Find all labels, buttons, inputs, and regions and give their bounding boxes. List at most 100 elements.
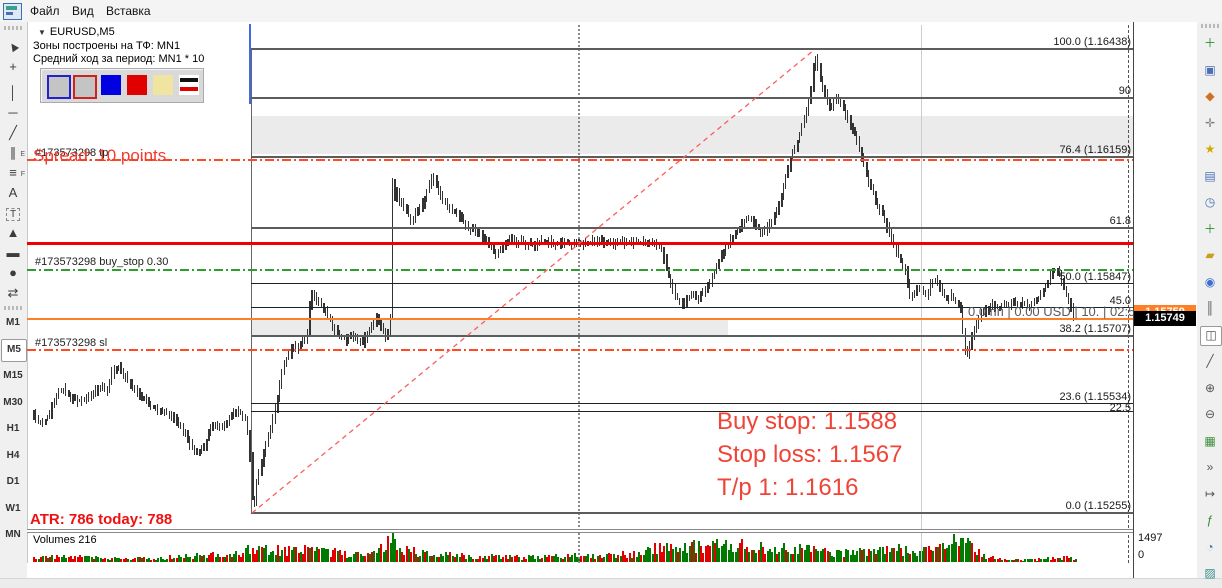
chart-symbol-title[interactable]: ▼ EURUSD,M5 xyxy=(38,26,115,38)
palette-swatch-blue[interactable] xyxy=(101,75,121,95)
volume-bar xyxy=(226,554,229,562)
trendline-tool[interactable]: ╱ xyxy=(9,125,17,140)
buy-stop-line[interactable] xyxy=(27,269,1133,271)
data-window-button[interactable]: ▤ xyxy=(1204,168,1216,183)
candlestick-mode-button[interactable]: ◫ xyxy=(1200,325,1222,346)
volume-bar xyxy=(177,554,180,562)
new-chart-button[interactable]: ＋ xyxy=(1203,36,1216,50)
line-chart-mode-button[interactable]: ╱ xyxy=(1206,354,1214,368)
palette-swatch-khaki[interactable] xyxy=(153,75,173,95)
menu-view[interactable]: Вид xyxy=(72,4,94,18)
fib-level-label: 76.4 (1.16159) xyxy=(1059,144,1131,156)
volume-bar xyxy=(550,556,553,562)
volume-bar xyxy=(279,555,282,562)
timeframe-d1-button[interactable]: D1 xyxy=(6,476,20,487)
volume-bar xyxy=(249,553,252,562)
chart-shift-vline[interactable] xyxy=(1128,25,1129,563)
volume-bar xyxy=(357,552,360,562)
arrow-marker-tool[interactable]: ▲ xyxy=(6,225,20,240)
volume-bar xyxy=(1017,559,1020,562)
time-axis[interactable] xyxy=(27,563,1133,578)
market-watch-button[interactable]: ◆ xyxy=(1205,89,1215,103)
text-tool[interactable]: A xyxy=(8,185,18,200)
chart-profiles-button[interactable]: ▣ xyxy=(1204,62,1216,77)
periods-button[interactable]: ◔ xyxy=(1206,539,1214,554)
expert-advisors-button[interactable]: ◉ xyxy=(1204,274,1216,289)
volume-bar xyxy=(888,552,891,562)
cursor-tool[interactable]: ► xyxy=(2,37,23,57)
templates-button[interactable]: ▨ xyxy=(1204,566,1216,580)
zoom-out-button[interactable]: ⊖ xyxy=(1204,407,1216,421)
price-bar xyxy=(971,331,974,350)
selected-object-vline[interactable] xyxy=(249,24,251,104)
price-bar xyxy=(315,292,317,306)
price-bar xyxy=(943,288,945,298)
price-axis[interactable] xyxy=(1133,22,1197,578)
timeframe-h4-button[interactable]: H4 xyxy=(6,449,20,461)
toolbar-grip[interactable] xyxy=(4,306,22,310)
volume-bar xyxy=(982,553,985,562)
tile-windows-button[interactable]: ▦ xyxy=(1204,433,1216,448)
horizontal-line-tool[interactable]: ─ xyxy=(8,105,18,120)
palette-swatch-line-styles[interactable] xyxy=(179,75,199,95)
arrows-tool[interactable]: ⇄ xyxy=(7,285,19,300)
bar-chart-mode-button[interactable]: ║ xyxy=(1205,301,1215,315)
palette-swatch-red-outline[interactable] xyxy=(73,75,97,99)
tp-line[interactable] xyxy=(27,159,1133,161)
timeframe-mn-button[interactable]: MN xyxy=(5,529,21,540)
price-bar xyxy=(414,208,416,224)
chart-plot-area[interactable] xyxy=(27,22,1133,563)
price-bar xyxy=(134,385,136,393)
auto-scroll-button[interactable]: » xyxy=(1206,460,1214,474)
timeframe-w1-button[interactable]: W1 xyxy=(5,502,21,514)
price-bar xyxy=(401,198,402,208)
volume-bar xyxy=(495,555,498,562)
volume-bar xyxy=(895,550,898,562)
crosshair-tool[interactable]: + xyxy=(9,59,17,74)
timeframe-m5-button[interactable]: M5 xyxy=(1,338,27,362)
text-label-tool[interactable]: T xyxy=(2,202,24,224)
vertical-line-tool[interactable]: │ xyxy=(8,85,18,100)
history-center-button[interactable]: ◷ xyxy=(1204,195,1216,209)
palette-swatch-red[interactable] xyxy=(127,75,147,95)
price-bar xyxy=(1051,268,1054,279)
timeframe-h1-button[interactable]: H1 xyxy=(6,423,20,434)
ellipse-tool[interactable]: ● xyxy=(9,265,17,280)
new-order-button[interactable]: ＋ xyxy=(1203,221,1216,236)
timeframe-m1-button[interactable]: M1 xyxy=(6,317,20,328)
timeframe-m15-button[interactable]: M15 xyxy=(3,370,23,381)
equidistant-channel-tool[interactable]: ∥ E xyxy=(9,145,25,160)
sl-line[interactable] xyxy=(27,349,1133,351)
toolbar-grip[interactable] xyxy=(1201,24,1219,28)
volume-bar xyxy=(336,550,339,562)
price-bar xyxy=(102,382,103,392)
toolbar-grip[interactable] xyxy=(4,26,22,30)
volume-bar xyxy=(736,548,739,562)
indicators-button[interactable]: ƒ xyxy=(1206,513,1214,527)
price-bar xyxy=(221,423,223,430)
navigator-button[interactable]: ✛ xyxy=(1204,115,1216,130)
volume-bar xyxy=(624,554,627,562)
key-level-line[interactable] xyxy=(27,242,1133,245)
menu-insert[interactable]: Вставка xyxy=(106,4,151,18)
menu-file[interactable]: Файл xyxy=(30,4,60,18)
palette-swatch-blue-outline[interactable] xyxy=(47,75,71,99)
price-bar xyxy=(798,132,800,143)
chevron-down-icon: ▼ xyxy=(38,28,46,37)
timeframe-m30-button[interactable]: M30 xyxy=(3,396,23,408)
price-bar xyxy=(957,300,960,307)
volume-bar xyxy=(1070,556,1073,562)
chart-shift-button[interactable]: ↦ xyxy=(1204,486,1216,501)
favorites-button[interactable]: ★ xyxy=(1204,142,1216,156)
indicator-info-line2: Средний ход за период: MN1 * 10 xyxy=(33,53,205,65)
fib-anchor-vline[interactable] xyxy=(251,48,252,512)
volume-bar xyxy=(292,547,295,562)
zoom-in-button[interactable]: ⊕ xyxy=(1204,380,1216,395)
fibonacci-retracement-tool[interactable]: ≡ F xyxy=(9,165,25,180)
terminal-button[interactable]: ▰ xyxy=(1205,248,1215,262)
volume-bar xyxy=(902,555,905,562)
volume-bar xyxy=(398,547,401,562)
rectangle-tool[interactable]: ▬ xyxy=(6,245,20,260)
volume-bar xyxy=(861,550,863,562)
volume-bar xyxy=(371,552,374,562)
